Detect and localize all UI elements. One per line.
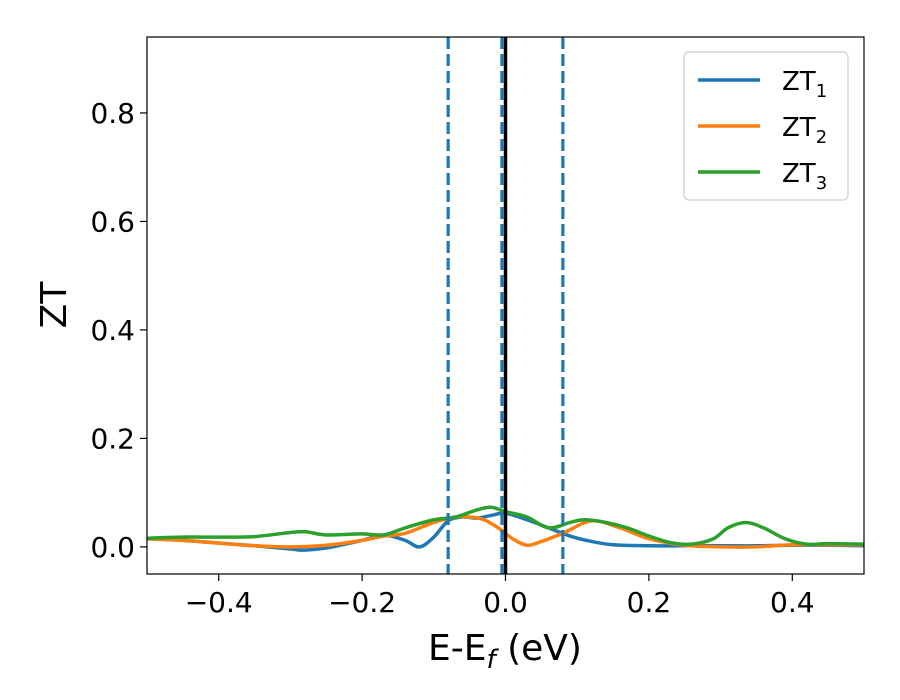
y-tick-label: 0.8 (90, 97, 135, 130)
y-tick-label: 0.0 (90, 531, 135, 564)
x-axis-label: E-Ef (eV) (428, 628, 582, 675)
x-tick-label: 0.2 (627, 586, 672, 619)
y-tick-label: 0.6 (90, 205, 135, 238)
y-axis-label: ZT (34, 281, 75, 329)
y-tick-label: 0.2 (90, 422, 135, 455)
legend-box (683, 51, 849, 201)
legend-label-zt1: ZT1 (782, 67, 827, 102)
x-tick-label: −0.4 (185, 586, 253, 619)
y-ticks: 0.0 0.2 0.4 0.6 0.8 (90, 97, 147, 564)
x-tick-label: −0.2 (328, 586, 396, 619)
series-line-zt2 (147, 514, 864, 549)
legend-label-zt2: ZT2 (782, 113, 827, 148)
legend: ZT1 ZT2 ZT3 (683, 51, 849, 201)
x-tick-label: 0.0 (483, 586, 528, 619)
legend-label-zt3: ZT3 (782, 159, 827, 194)
series-line-zt3 (147, 505, 864, 547)
y-tick-label: 0.4 (90, 314, 135, 347)
plot-area (146, 36, 865, 575)
x-tick-label: 0.4 (770, 586, 815, 619)
x-ticks: −0.4 −0.2 0.0 0.2 0.4 (185, 574, 815, 619)
plot-content (147, 37, 864, 574)
